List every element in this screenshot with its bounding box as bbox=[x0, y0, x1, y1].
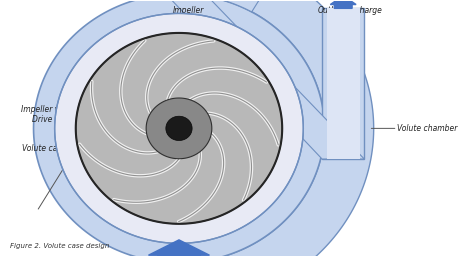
Text: Volute casing: Volute casing bbox=[22, 144, 73, 153]
Text: Outlet/Discharge: Outlet/Discharge bbox=[318, 6, 382, 15]
Polygon shape bbox=[166, 116, 192, 141]
Text: Volute chamber: Volute chamber bbox=[397, 124, 457, 133]
FancyBboxPatch shape bbox=[144, 271, 214, 279]
Polygon shape bbox=[162, 0, 365, 159]
Text: Figure 2. Volute case design: Figure 2. Volute case design bbox=[10, 243, 109, 249]
Text: Drive shaft: Drive shaft bbox=[32, 115, 73, 124]
Bar bbox=[322, 8, 365, 159]
Text: Eye: Eye bbox=[59, 125, 73, 134]
Text: Impeller vane: Impeller vane bbox=[21, 105, 73, 114]
Polygon shape bbox=[55, 13, 303, 243]
Polygon shape bbox=[145, 0, 374, 279]
Text: Inlet/Suction: Inlet/Suction bbox=[151, 273, 207, 279]
Polygon shape bbox=[146, 98, 212, 159]
Polygon shape bbox=[34, 0, 324, 263]
FancyArrow shape bbox=[148, 240, 210, 271]
Bar bbox=[327, 8, 360, 159]
Text: Impeller: Impeller bbox=[173, 6, 204, 15]
FancyArrow shape bbox=[330, 0, 356, 8]
Polygon shape bbox=[76, 33, 282, 224]
